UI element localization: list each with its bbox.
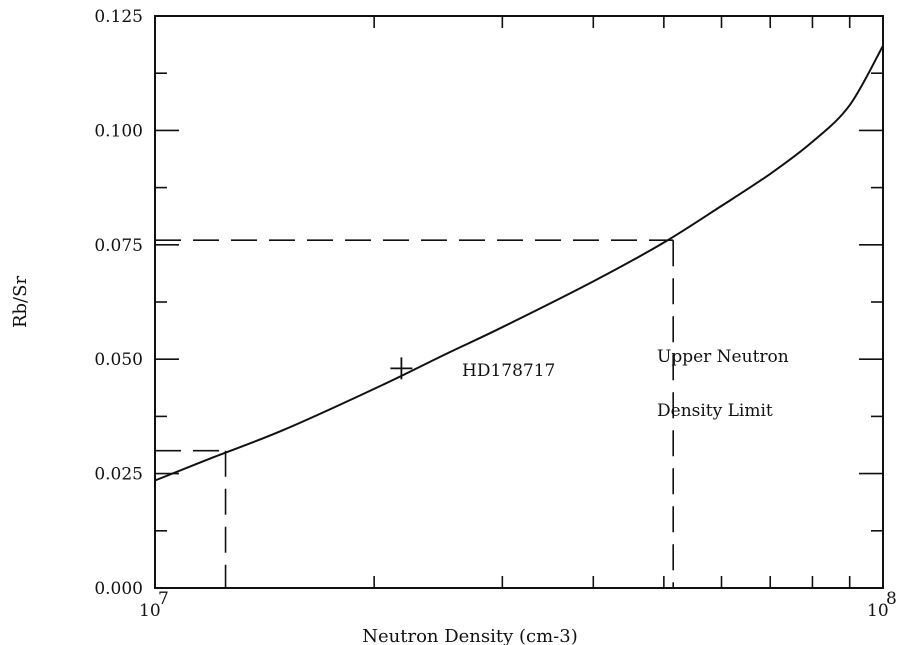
rb-sr-curve xyxy=(154,45,884,482)
annotation-line-2: Density Limit xyxy=(657,401,773,421)
axis-ticks xyxy=(155,15,883,589)
x-axis-title: Neutron Density (cm-3) xyxy=(362,626,578,645)
marker-label: HD178717 xyxy=(462,361,555,381)
dashed-reference-lines xyxy=(155,239,674,588)
y-tick-labels: 0.000 0.025 0.050 0.075 0.100 0.125 xyxy=(94,7,143,599)
y-axis-title: Rb/Sr xyxy=(10,276,31,328)
y-tick-label: 0.125 xyxy=(94,7,143,27)
x-tick-exponent: 8 xyxy=(886,589,897,609)
x-tick-label: 10 xyxy=(867,601,889,621)
y-tick-label: 0.075 xyxy=(94,236,143,256)
plot-frame xyxy=(154,15,884,589)
x-tick-exponent: 7 xyxy=(158,589,169,609)
y-tick-label: 0.050 xyxy=(94,350,143,370)
y-tick-label: 0.100 xyxy=(94,121,143,141)
annotation-line-1: Upper Neutron xyxy=(657,347,789,367)
x-tick-label: 10 xyxy=(139,601,161,621)
hd178717-marker xyxy=(390,357,413,380)
y-tick-label: 0.000 xyxy=(94,579,143,599)
y-tick-label: 0.025 xyxy=(94,465,143,485)
